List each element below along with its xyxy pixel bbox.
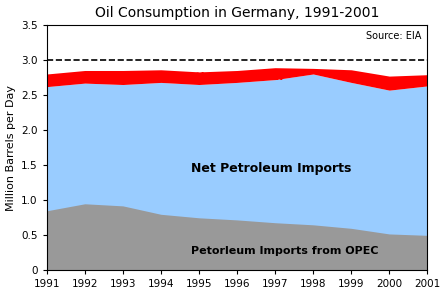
Text: Domestic Production: Domestic Production [153, 72, 284, 82]
Text: Petorleum Imports from OPEC: Petorleum Imports from OPEC [191, 247, 379, 256]
Text: Source: EIA: Source: EIA [366, 31, 421, 41]
Title: Oil Consumption in Germany, 1991-2001: Oil Consumption in Germany, 1991-2001 [95, 6, 379, 19]
Text: Net Petroleum Imports: Net Petroleum Imports [191, 162, 352, 175]
Y-axis label: Million Barrels per Day: Million Barrels per Day [5, 85, 16, 211]
